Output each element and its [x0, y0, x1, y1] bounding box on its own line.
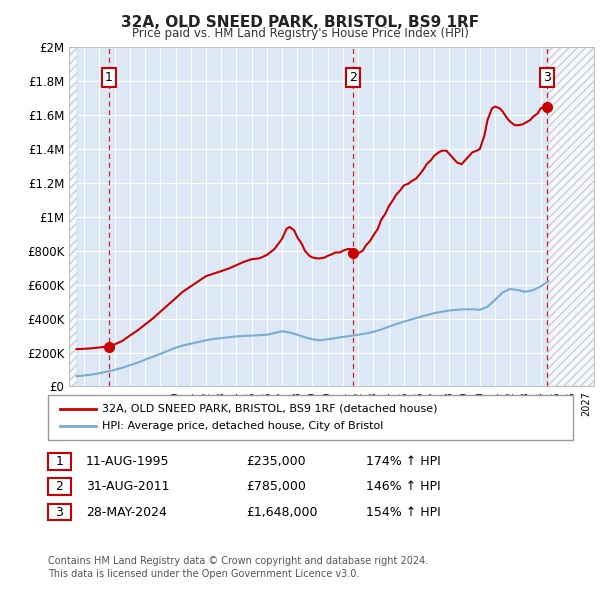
Text: 3: 3	[543, 71, 551, 84]
Text: Contains HM Land Registry data © Crown copyright and database right 2024.
This d: Contains HM Land Registry data © Crown c…	[48, 556, 428, 579]
Text: 32A, OLD SNEED PARK, BRISTOL, BS9 1RF (detached house): 32A, OLD SNEED PARK, BRISTOL, BS9 1RF (d…	[102, 404, 437, 414]
Text: 2: 2	[349, 71, 357, 84]
Text: 31-AUG-2011: 31-AUG-2011	[86, 480, 169, 493]
Text: Price paid vs. HM Land Registry's House Price Index (HPI): Price paid vs. HM Land Registry's House …	[131, 27, 469, 40]
Text: 174% ↑ HPI: 174% ↑ HPI	[366, 455, 441, 468]
Text: £785,000: £785,000	[246, 480, 306, 493]
Bar	[548, 47, 594, 386]
Text: 11-AUG-1995: 11-AUG-1995	[86, 455, 169, 468]
Text: HPI: Average price, detached house, City of Bristol: HPI: Average price, detached house, City…	[102, 421, 383, 431]
Text: 28-MAY-2024: 28-MAY-2024	[86, 506, 167, 519]
Text: 146% ↑ HPI: 146% ↑ HPI	[366, 480, 440, 493]
Text: 32A, OLD SNEED PARK, BRISTOL, BS9 1RF: 32A, OLD SNEED PARK, BRISTOL, BS9 1RF	[121, 15, 479, 30]
Text: 1: 1	[105, 71, 113, 84]
Text: 2: 2	[55, 480, 64, 493]
Bar	[69, 47, 77, 386]
Text: £1,648,000: £1,648,000	[246, 506, 317, 519]
Text: 154% ↑ HPI: 154% ↑ HPI	[366, 506, 441, 519]
Text: £235,000: £235,000	[246, 455, 305, 468]
Text: 1: 1	[55, 455, 64, 468]
Text: 3: 3	[55, 506, 64, 519]
